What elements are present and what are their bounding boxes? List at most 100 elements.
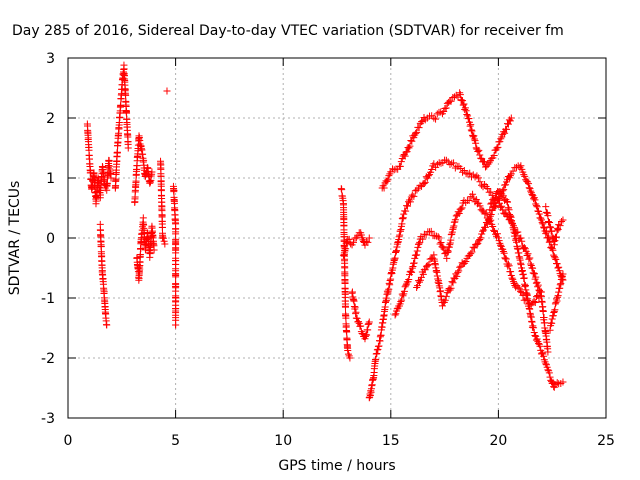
data-point bbox=[122, 91, 130, 99]
data-point bbox=[540, 224, 548, 232]
data-point bbox=[456, 91, 464, 99]
x-tick-label: 0 bbox=[64, 433, 73, 449]
data-point bbox=[544, 348, 552, 356]
data-point bbox=[483, 220, 491, 228]
y-tick-label: 0 bbox=[46, 231, 55, 247]
data-point bbox=[148, 168, 156, 176]
data-point bbox=[438, 302, 446, 310]
data-point bbox=[380, 184, 388, 192]
data-point bbox=[490, 226, 498, 234]
data-point bbox=[404, 202, 412, 210]
data-point bbox=[383, 177, 391, 185]
data-point bbox=[343, 328, 351, 336]
data-point bbox=[441, 296, 449, 304]
data-point bbox=[408, 268, 416, 276]
data-point bbox=[418, 118, 426, 126]
data-point bbox=[548, 227, 556, 235]
data-point bbox=[479, 227, 487, 235]
data-point bbox=[107, 174, 115, 182]
data-point bbox=[556, 284, 564, 292]
x-axis-title: GPS time / hours bbox=[278, 458, 395, 474]
data-point bbox=[549, 246, 557, 254]
data-point bbox=[159, 233, 167, 241]
data-point bbox=[362, 238, 370, 246]
data-point bbox=[507, 114, 515, 122]
data-point bbox=[531, 298, 539, 306]
data-point bbox=[515, 285, 523, 293]
data-point bbox=[508, 219, 516, 227]
data-point bbox=[161, 240, 169, 248]
data-point bbox=[525, 180, 533, 188]
data-point bbox=[124, 144, 132, 152]
data-point bbox=[363, 331, 371, 339]
data-point bbox=[517, 288, 525, 296]
data-point bbox=[442, 292, 450, 300]
data-point bbox=[544, 366, 552, 374]
data-point bbox=[467, 121, 475, 129]
y-tick-label: -1 bbox=[41, 291, 55, 307]
data-point bbox=[477, 234, 485, 242]
data-point bbox=[550, 253, 558, 261]
data-point bbox=[461, 105, 469, 113]
data-point bbox=[416, 238, 424, 246]
data-point bbox=[435, 234, 443, 242]
data-point bbox=[482, 209, 490, 217]
data-point bbox=[103, 321, 111, 329]
data-point bbox=[468, 248, 476, 256]
data-point bbox=[365, 320, 373, 328]
data-point bbox=[400, 287, 408, 295]
data-point bbox=[540, 352, 548, 360]
data-point bbox=[546, 326, 554, 334]
data-point bbox=[340, 252, 348, 260]
data-point bbox=[113, 148, 121, 156]
data-point bbox=[509, 167, 517, 175]
data-point bbox=[532, 202, 540, 210]
data-point bbox=[553, 260, 561, 268]
data-point bbox=[468, 127, 476, 135]
data-point bbox=[484, 184, 492, 192]
data-point bbox=[505, 206, 513, 214]
data-point bbox=[462, 107, 470, 115]
data-point bbox=[543, 209, 551, 217]
x-tick-label: 5 bbox=[171, 433, 180, 449]
data-point bbox=[527, 187, 535, 195]
data-point bbox=[419, 270, 427, 278]
data-point bbox=[410, 192, 418, 200]
data-point bbox=[535, 294, 543, 302]
data-point bbox=[559, 270, 567, 278]
data-point bbox=[466, 122, 474, 130]
data-point bbox=[434, 233, 442, 241]
data-point bbox=[342, 245, 350, 253]
data-point bbox=[443, 254, 451, 262]
data-point bbox=[406, 142, 414, 150]
data-point bbox=[460, 100, 468, 108]
data-point bbox=[476, 202, 484, 210]
data-point bbox=[150, 246, 158, 254]
data-point bbox=[472, 196, 480, 204]
data-point bbox=[484, 160, 492, 168]
x-tick-label: 20 bbox=[489, 433, 507, 449]
data-point bbox=[450, 222, 458, 230]
data-point bbox=[529, 269, 537, 277]
data-point bbox=[471, 173, 479, 181]
data-point bbox=[454, 268, 462, 276]
data-point bbox=[529, 264, 537, 272]
data-point bbox=[493, 230, 501, 238]
data-point bbox=[414, 243, 422, 251]
data-point bbox=[507, 213, 515, 221]
data-point bbox=[456, 263, 464, 271]
data-point bbox=[451, 164, 459, 172]
data-point bbox=[539, 220, 547, 228]
x-tick-label: 25 bbox=[597, 433, 615, 449]
data-point bbox=[100, 288, 108, 296]
data-point bbox=[546, 219, 554, 227]
data-point bbox=[476, 151, 484, 159]
data-point bbox=[447, 284, 455, 292]
data-point bbox=[501, 254, 509, 262]
data-point bbox=[446, 241, 454, 249]
data-point bbox=[172, 321, 180, 329]
x-tick-label: 10 bbox=[274, 433, 292, 449]
data-point bbox=[391, 311, 399, 319]
data-point bbox=[373, 349, 381, 357]
data-point bbox=[491, 203, 499, 211]
